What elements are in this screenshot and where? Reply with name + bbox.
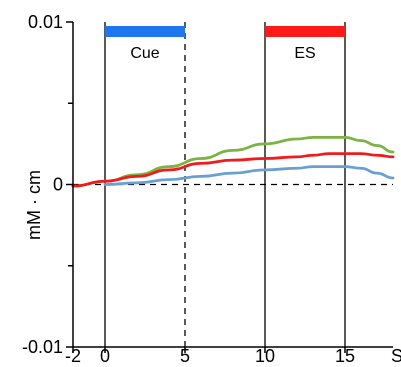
x-tick-label-0: -2 <box>65 346 81 366</box>
y-tick-label-0: 0.01 <box>28 12 63 32</box>
x-tick-label-3: 10 <box>255 346 275 366</box>
event-bar-es <box>265 26 345 37</box>
axes: 0.01 0 -0.01 -2 0 5 10 15 <box>22 12 393 366</box>
series-line-0 <box>71 135 395 188</box>
event-bar-label-cue: Cue <box>130 45 159 62</box>
event-bars: Cue ES <box>105 26 345 62</box>
x-tick-label-4: 15 <box>335 346 355 366</box>
x-tick-label-1: 0 <box>100 346 110 366</box>
y-tick-label-1: 0 <box>53 175 63 195</box>
event-bar-cue <box>105 26 185 37</box>
y-axis-label: mM · cm <box>24 170 44 240</box>
series-line-2 <box>103 165 395 186</box>
x-tick-label-2: 5 <box>180 346 190 366</box>
y-tick-label-2: -0.01 <box>22 337 63 357</box>
series-line-1 <box>71 152 395 188</box>
x-axis-unit-label: S <box>391 346 401 366</box>
event-bar-label-es: ES <box>294 45 315 62</box>
series-lines <box>71 135 395 188</box>
